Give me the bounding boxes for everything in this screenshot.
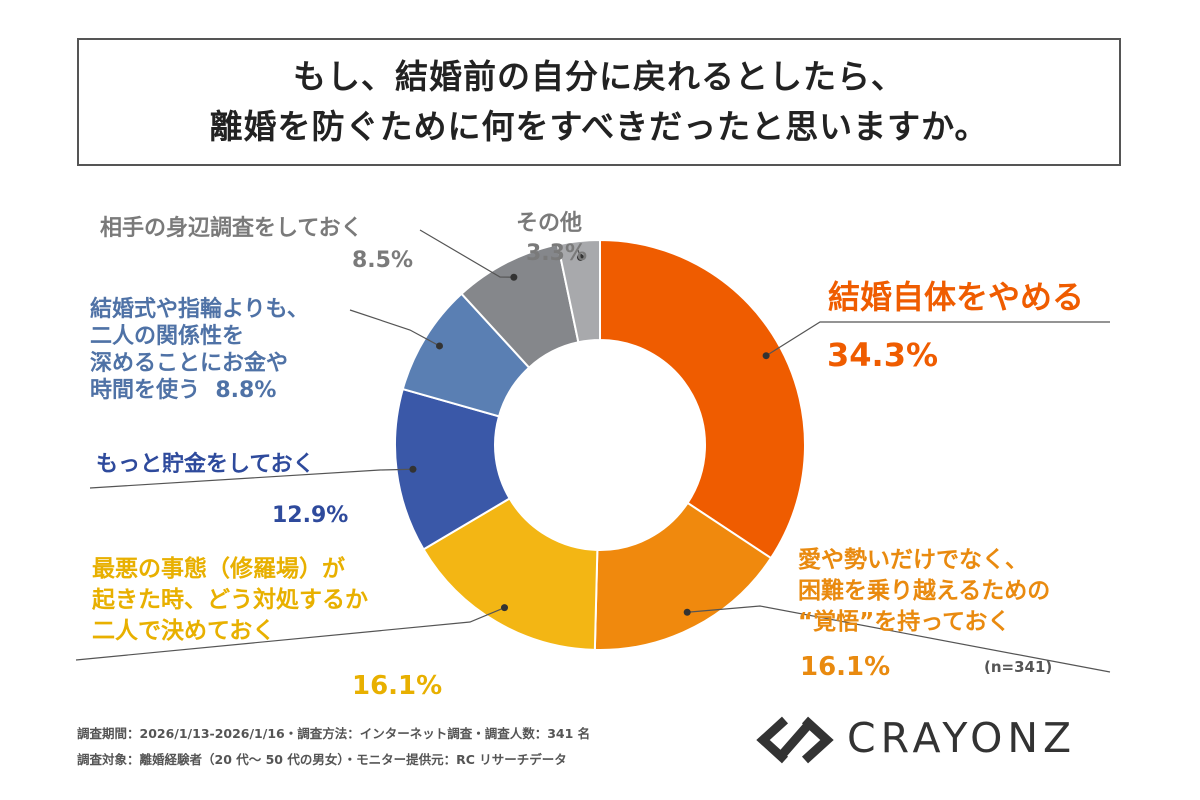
leader-dot-more-savings — [409, 465, 417, 473]
value-label-commitment: 16.1% — [800, 652, 891, 682]
footnote-survey-target: 調査対象：離婚経験者（20 代～ 50 代の男女）・モニター提供元：RC リサー… — [77, 752, 567, 767]
label-other: その他 — [516, 211, 583, 236]
value-label-more-savings: 12.9% — [272, 503, 349, 528]
leader-line-background-check — [419, 229, 514, 278]
leader-dot-commitment — [683, 608, 691, 616]
slice-worst-case-plan — [422, 497, 599, 651]
leader-dot-background-check — [510, 273, 518, 281]
leader-line-worst-case-plan — [75, 607, 505, 661]
sample-size-note: (n=341) — [984, 658, 1053, 676]
title-box: もし、結婚前の自分に戻れるとしたら、 離婚を防ぐために何をすべきだったと思います… — [77, 38, 1121, 166]
chart-title-line-1: もし、結婚前の自分に戻れるとしたら、 — [293, 57, 905, 96]
crayonz-logo-icon — [756, 716, 834, 764]
leader-line-relationship-investment — [349, 309, 440, 347]
logo-text: CRAYONZ — [847, 714, 1077, 762]
value-label-relationship-investment: 8.8% — [215, 378, 277, 403]
crayonz-logo: CRAYONZ — [755, 712, 1127, 768]
leader-line-commitment — [687, 605, 1111, 673]
label-background-check: 相手の身辺調査をしておく — [100, 216, 363, 241]
slice-commitment — [593, 501, 773, 651]
leader-line-more-savings — [89, 468, 413, 489]
leader-line-stop-marriage — [765, 321, 1110, 357]
value-label-worst-case-plan: 16.1% — [352, 671, 443, 701]
value-label-background-check: 8.5% — [352, 248, 414, 273]
slice-other — [556, 238, 601, 344]
value-label-other: 3.3% — [526, 241, 588, 266]
leader-dot-worst-case-plan — [501, 604, 509, 612]
label-worst-case-plan: 最悪の事態（修羅場）が 起きた時、どう対処するか 二人で決めておく — [92, 556, 368, 644]
label-more-savings: もっと貯金をしておく — [96, 452, 315, 477]
label-stop-marriage: 結婚自体をやめる — [828, 278, 1085, 316]
leader-dot-relationship-investment — [436, 342, 444, 350]
leader-dot-other — [576, 253, 584, 261]
label-commitment: 愛や勢いだけでなく、 困難を乗り越えるための “覚悟”を持っておく — [798, 547, 1051, 635]
footnote-survey-period: 調査期間：2026/1/13-2026/1/16・調査方法：インターネット調査・… — [77, 726, 591, 741]
slice-stop-marriage — [599, 238, 806, 560]
value-label-stop-marriage: 34.3% — [827, 336, 939, 374]
chart-title-line-2: 離婚を防ぐために何をすべきだったと思いますか。 — [209, 107, 989, 146]
leader-dot-stop-marriage — [762, 352, 770, 360]
label-relationship-investment: 結婚式や指輪よりも、 二人の関係性を 深めることにお金や 時間を使う 8.8% — [90, 297, 309, 403]
